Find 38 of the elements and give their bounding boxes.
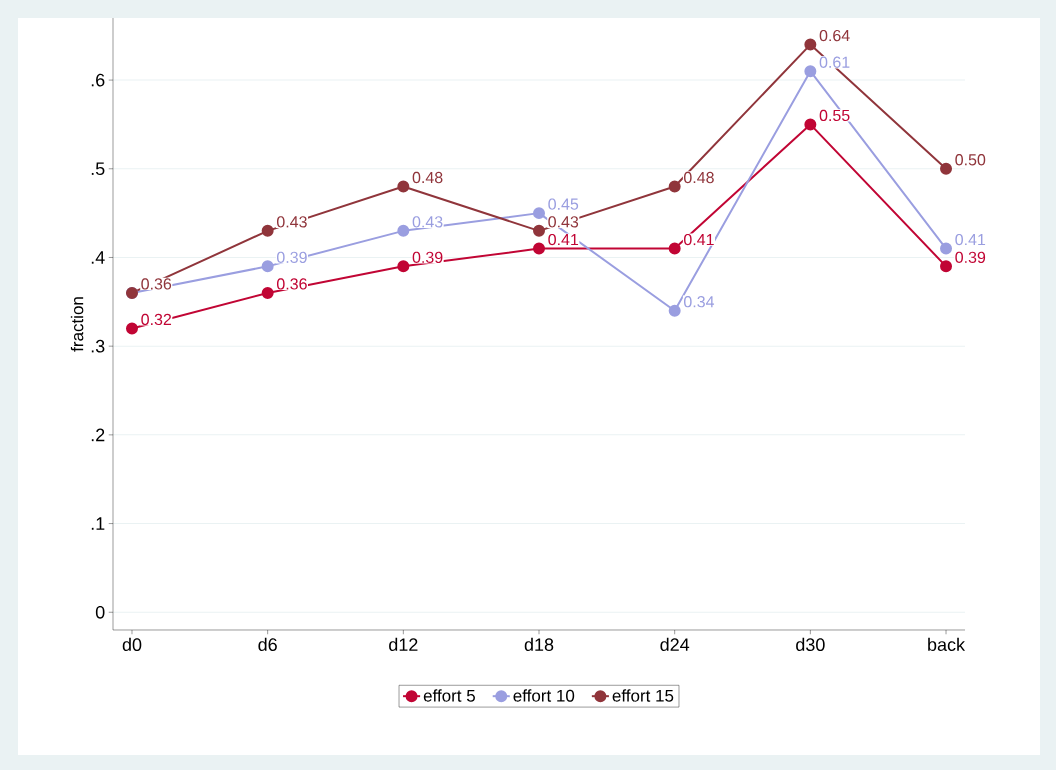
y-tick-label: .6 bbox=[91, 73, 105, 87]
data-label: 0.55 bbox=[819, 109, 850, 122]
data-label: 0.43 bbox=[276, 216, 307, 228]
y-tick-label: .4 bbox=[91, 251, 105, 264]
x-tick-label: back bbox=[928, 637, 966, 652]
data-label: 0.34 bbox=[684, 296, 715, 308]
data-label: 0.32 bbox=[141, 313, 172, 326]
data-label: 0.43 bbox=[548, 216, 579, 228]
legend-label: effort 5 bbox=[423, 689, 475, 702]
data-label: 0.39 bbox=[412, 251, 443, 264]
data-label: 0.50 bbox=[955, 154, 986, 166]
data-label: 0.41 bbox=[955, 233, 986, 246]
x-tick-label: d12 bbox=[389, 637, 418, 652]
data-label: 0.43 bbox=[412, 216, 443, 228]
data-label: 0.39 bbox=[276, 251, 307, 264]
data-label: 0.48 bbox=[684, 171, 714, 184]
y-tick-label: .1 bbox=[91, 517, 105, 530]
y-tick-label: .5 bbox=[91, 162, 105, 176]
data-label: 0.64 bbox=[819, 29, 850, 42]
data-label: 0.45 bbox=[548, 198, 579, 210]
data-label: 0.36 bbox=[276, 278, 307, 290]
x-tick-label: d30 bbox=[796, 637, 825, 652]
x-tick-label: d0 bbox=[122, 637, 142, 652]
data-label: 0.41 bbox=[684, 233, 714, 246]
x-tick-label: d6 bbox=[258, 637, 277, 652]
y-axis-title: fraction bbox=[70, 297, 84, 352]
data-label: 0.41 bbox=[548, 233, 579, 246]
y-tick-label: 0 bbox=[95, 605, 105, 619]
x-tick-label: d18 bbox=[524, 637, 554, 652]
y-tick-label: .3 bbox=[91, 339, 105, 353]
legend-label: effort 15 bbox=[612, 689, 674, 702]
data-label: 0.39 bbox=[955, 251, 986, 264]
y-tick-label: .2 bbox=[91, 428, 105, 442]
data-label: 0.61 bbox=[819, 56, 850, 68]
data-label: 0.48 bbox=[412, 171, 443, 184]
x-tick-label: d24 bbox=[660, 637, 690, 652]
data-label: 0.36 bbox=[141, 278, 172, 290]
legend-label: effort 10 bbox=[513, 689, 575, 702]
